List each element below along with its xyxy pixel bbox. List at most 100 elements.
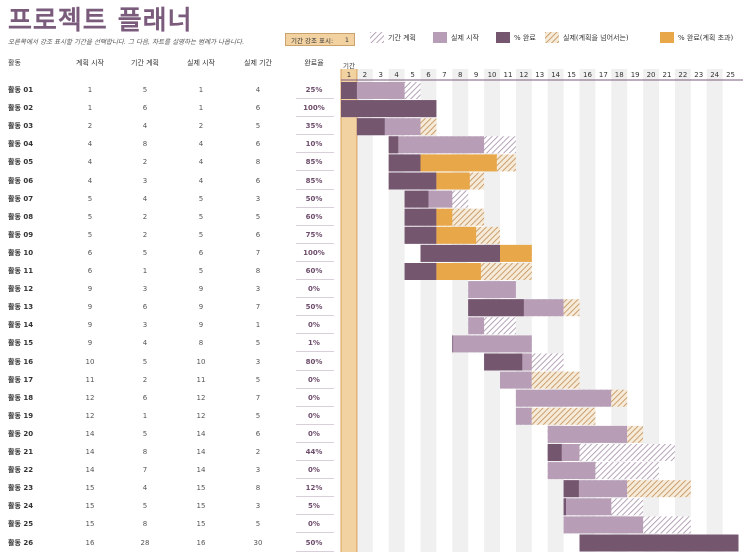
actual-duration-cell[interactable]: 2: [255, 448, 261, 456]
activity-name[interactable]: 활동 20: [8, 429, 34, 438]
actual-duration-cell[interactable]: 1: [255, 321, 261, 330]
plan-duration-cell[interactable]: 3: [142, 321, 148, 330]
actual-duration-cell[interactable]: 5: [255, 375, 261, 384]
plan-start-cell[interactable]: 4: [87, 140, 93, 149]
actual-duration-cell[interactable]: 6: [255, 230, 261, 239]
percent-complete-cell[interactable]: 80%: [305, 357, 323, 366]
table-row[interactable]: 활동 18 12 6 12 7 0%: [0, 389, 336, 407]
actual-duration-cell[interactable]: 8: [255, 267, 261, 275]
plan-duration-cell[interactable]: 6: [142, 393, 148, 402]
table-row[interactable]: 활동 09 5 2 5 6 75%: [0, 226, 336, 244]
actual-start-cell[interactable]: 1: [198, 104, 204, 113]
plan-duration-cell[interactable]: 7: [142, 466, 148, 475]
activity-name[interactable]: 활동 07: [8, 194, 34, 203]
table-row[interactable]: 활동 25 15 8 15 5 0%: [0, 515, 336, 534]
actual-duration-cell[interactable]: 4: [255, 86, 261, 94]
actual-start-cell[interactable]: 5: [198, 230, 204, 239]
activity-name[interactable]: 활동 18: [8, 393, 34, 402]
table-row[interactable]: 활동 23 15 4 15 8 12%: [0, 479, 336, 498]
plan-start-cell[interactable]: 10: [85, 357, 95, 366]
percent-complete-cell[interactable]: 100%: [303, 248, 325, 257]
percent-complete-cell[interactable]: 0%: [308, 411, 320, 420]
plan-duration-cell[interactable]: 5: [142, 86, 148, 94]
actual-start-cell[interactable]: 16: [196, 538, 206, 547]
activity-name[interactable]: 활동 15: [8, 339, 34, 348]
percent-complete-cell[interactable]: 60%: [305, 267, 323, 275]
actual-duration-cell[interactable]: 5: [255, 520, 261, 529]
percent-complete-cell[interactable]: 0%: [308, 321, 320, 330]
actual-start-cell[interactable]: 4: [198, 176, 204, 185]
plan-duration-cell[interactable]: 5: [142, 502, 148, 511]
plan-start-cell[interactable]: 5: [87, 194, 93, 203]
plan-start-cell[interactable]: 14: [85, 429, 95, 438]
actual-duration-cell[interactable]: 3: [255, 502, 261, 511]
activity-name[interactable]: 활동 23: [8, 484, 34, 493]
actual-duration-cell[interactable]: 6: [255, 140, 261, 149]
table-row[interactable]: 활동 04 4 8 4 6 10%: [0, 135, 336, 154]
actual-start-cell[interactable]: 4: [198, 140, 204, 149]
plan-duration-cell[interactable]: 1: [142, 267, 148, 275]
plan-start-cell[interactable]: 4: [87, 176, 93, 185]
actual-duration-cell[interactable]: 3: [255, 194, 261, 203]
actual-start-cell[interactable]: 11: [196, 375, 206, 384]
actual-duration-cell[interactable]: 7: [255, 303, 261, 312]
plan-duration-cell[interactable]: 8: [142, 520, 148, 529]
plan-duration-cell[interactable]: 8: [142, 448, 148, 456]
actual-duration-cell[interactable]: 5: [255, 212, 261, 221]
table-row[interactable]: 활동 13 9 6 9 7 50%: [0, 298, 336, 317]
actual-start-cell[interactable]: 15: [196, 502, 206, 511]
percent-complete-cell[interactable]: 60%: [305, 212, 323, 221]
plan-duration-cell[interactable]: 2: [142, 212, 148, 221]
plan-duration-cell[interactable]: 4: [142, 194, 148, 203]
actual-start-cell[interactable]: 14: [196, 466, 206, 475]
actual-duration-cell[interactable]: 6: [255, 176, 261, 185]
table-row[interactable]: 활동 26 16 28 16 30 50%: [0, 534, 336, 552]
activity-name[interactable]: 활동 17: [8, 375, 34, 384]
plan-start-cell[interactable]: 9: [87, 339, 93, 348]
percent-complete-cell[interactable]: 0%: [308, 466, 320, 475]
activity-name[interactable]: 활동 24: [8, 502, 34, 511]
actual-start-cell[interactable]: 12: [196, 393, 206, 402]
plan-start-cell[interactable]: 1: [87, 86, 93, 94]
plan-start-cell[interactable]: 16: [85, 538, 95, 547]
plan-start-cell[interactable]: 6: [87, 248, 93, 257]
actual-duration-cell[interactable]: 3: [255, 357, 261, 366]
percent-complete-cell[interactable]: 0%: [308, 520, 320, 529]
activity-name[interactable]: 활동 10: [8, 248, 34, 257]
percent-complete-cell[interactable]: 0%: [308, 375, 320, 384]
percent-complete-cell[interactable]: 0%: [308, 393, 320, 402]
activity-name[interactable]: 활동 05: [8, 158, 34, 167]
percent-complete-cell[interactable]: 50%: [305, 303, 323, 312]
activity-name[interactable]: 활동 19: [8, 411, 34, 420]
table-row[interactable]: 활동 06 4 3 4 6 85%: [0, 172, 336, 190]
table-row[interactable]: 활동 03 2 4 2 5 35%: [0, 117, 336, 136]
plan-duration-cell[interactable]: 4: [142, 122, 148, 131]
activity-name[interactable]: 활동 06: [8, 176, 34, 185]
actual-start-cell[interactable]: 5: [198, 212, 204, 221]
plan-duration-cell[interactable]: 2: [142, 158, 148, 167]
activity-name[interactable]: 활동 02: [8, 104, 34, 113]
plan-start-cell[interactable]: 15: [85, 520, 95, 529]
plan-duration-cell[interactable]: 28: [140, 538, 150, 547]
activity-name[interactable]: 활동 11: [8, 267, 34, 275]
activity-name[interactable]: 활동 25: [8, 520, 34, 529]
plan-duration-cell[interactable]: 2: [142, 230, 148, 239]
activity-name[interactable]: 활동 21: [8, 448, 34, 456]
plan-duration-cell[interactable]: 4: [142, 339, 148, 348]
activity-name[interactable]: 활동 12: [8, 285, 34, 294]
actual-duration-cell[interactable]: 3: [255, 285, 261, 294]
percent-complete-cell[interactable]: 50%: [305, 194, 323, 203]
percent-complete-cell[interactable]: 1%: [308, 339, 320, 348]
actual-start-cell[interactable]: 10: [196, 357, 206, 366]
plan-start-cell[interactable]: 12: [85, 393, 95, 402]
actual-start-cell[interactable]: 9: [198, 303, 204, 312]
percent-complete-cell[interactable]: 85%: [305, 176, 323, 185]
plan-start-cell[interactable]: 14: [85, 466, 95, 475]
actual-duration-cell[interactable]: 5: [255, 122, 261, 131]
plan-duration-cell[interactable]: 2: [142, 375, 148, 384]
actual-start-cell[interactable]: 14: [196, 448, 206, 456]
percent-complete-cell[interactable]: 44%: [305, 448, 323, 456]
plan-start-cell[interactable]: 9: [87, 321, 93, 330]
table-row[interactable]: 활동 15 9 4 8 5 1%: [0, 334, 336, 353]
plan-duration-cell[interactable]: 5: [142, 429, 148, 438]
